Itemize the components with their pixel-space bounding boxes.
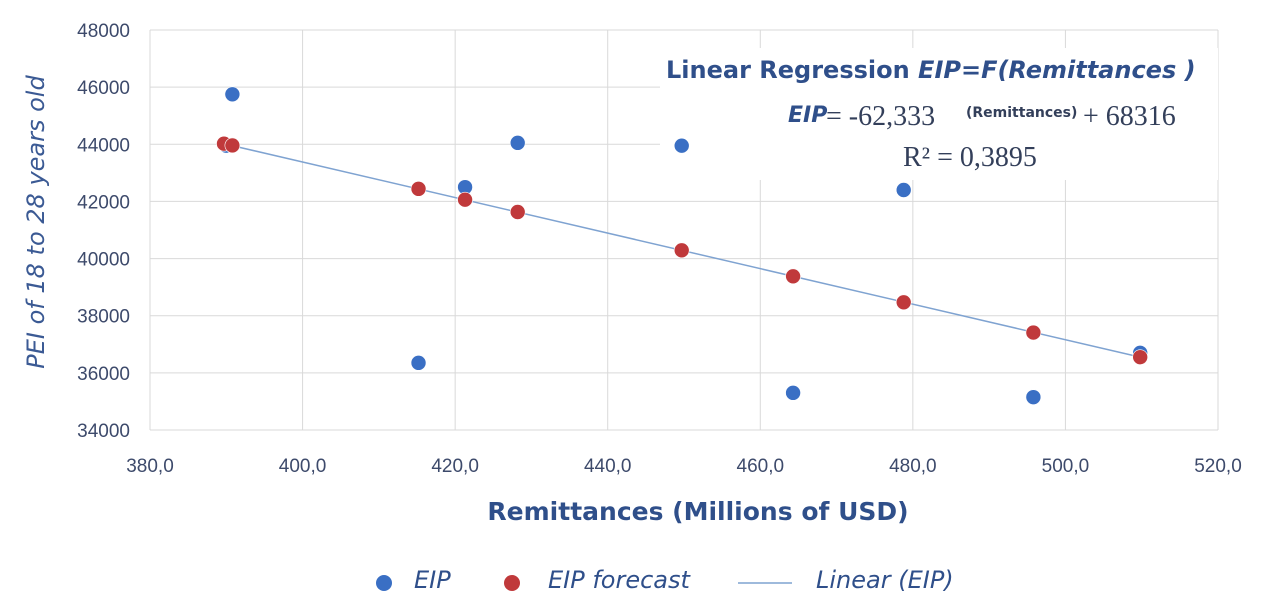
- y-tick-label: 48000: [77, 21, 130, 42]
- point-eip-forecast: [509, 204, 526, 220]
- point-eip: [1025, 389, 1042, 405]
- x-tick-label: 500,0: [1042, 456, 1090, 477]
- annotation-r2: R² = 0,3895: [903, 142, 1037, 173]
- y-tick-label: 46000: [77, 78, 130, 99]
- x-axis-ticks: 380,0 400,0 420,0 440,0 460,0 480,0 500,0 520,0: [126, 456, 1242, 477]
- point-eip: [785, 385, 801, 401]
- legend-swatch-eip: [376, 575, 392, 591]
- x-axis-label: Remittances (Millions of USD): [487, 497, 908, 526]
- point-eip: [509, 135, 526, 151]
- annotation-eq-main: = -62,333: [826, 101, 935, 132]
- x-tick-label: 380,0: [126, 456, 174, 477]
- point-eip-forecast: [785, 268, 801, 285]
- annotation-eq-sub: (Remittances): [966, 105, 1077, 121]
- x-tick-label: 520,0: [1194, 456, 1242, 477]
- point-eip-forecast: [673, 242, 690, 259]
- y-axis-ticks: 34000 36000 38000 40000 42000 44000 46000 48000: [77, 21, 130, 442]
- annotation-title-text: Linear Regression: [666, 56, 918, 84]
- y-tick-label: 40000: [77, 250, 130, 271]
- y-tick-label: 42000: [77, 192, 130, 213]
- x-tick-label: 460,0: [737, 456, 785, 477]
- annotation-title: Linear Regression EIP=F(Remittances ): [666, 56, 1196, 84]
- point-eip-forecast: [1025, 324, 1042, 341]
- series-layer: [216, 48, 1218, 405]
- point-eip-forecast: [1132, 349, 1148, 365]
- point-eip: [895, 182, 912, 198]
- point-eip: [410, 355, 427, 371]
- annotation-eq-tail: + 68316: [1083, 101, 1176, 132]
- legend-label-linear: Linear (EIP): [816, 566, 954, 594]
- y-tick-label: 36000: [77, 364, 130, 385]
- y-axis-label: PEI of 18 to 28 years old: [22, 75, 50, 369]
- annotation-title-italic: EIP=F(Remittances ): [918, 56, 1196, 84]
- legend-label-eip-forecast: EIP forecast: [548, 566, 692, 594]
- point-eip-forecast: [895, 294, 912, 311]
- y-tick-label: 44000: [77, 135, 130, 156]
- annotation-eq-var: EIP: [788, 103, 827, 128]
- point-eip: [673, 137, 690, 154]
- legend: EIP EIP forecast Linear (EIP): [376, 566, 954, 594]
- x-tick-label: 440,0: [584, 456, 632, 477]
- point-eip-forecast: [224, 137, 241, 154]
- point-eip: [224, 86, 241, 103]
- point-eip-forecast: [410, 181, 427, 197]
- x-tick-label: 480,0: [889, 456, 937, 477]
- x-tick-label: 420,0: [431, 456, 479, 477]
- regression-annotation: Linear Regression EIP=F(Remittances ) EI…: [666, 56, 1196, 173]
- y-tick-label: 38000: [77, 307, 130, 328]
- x-tick-label: 400,0: [279, 456, 327, 477]
- y-tick-label: 34000: [77, 421, 130, 442]
- point-eip-forecast: [457, 191, 473, 208]
- legend-label-eip: EIP: [414, 566, 451, 594]
- legend-swatch-eip-forecast: [504, 575, 520, 591]
- annotation-background: [660, 48, 1218, 180]
